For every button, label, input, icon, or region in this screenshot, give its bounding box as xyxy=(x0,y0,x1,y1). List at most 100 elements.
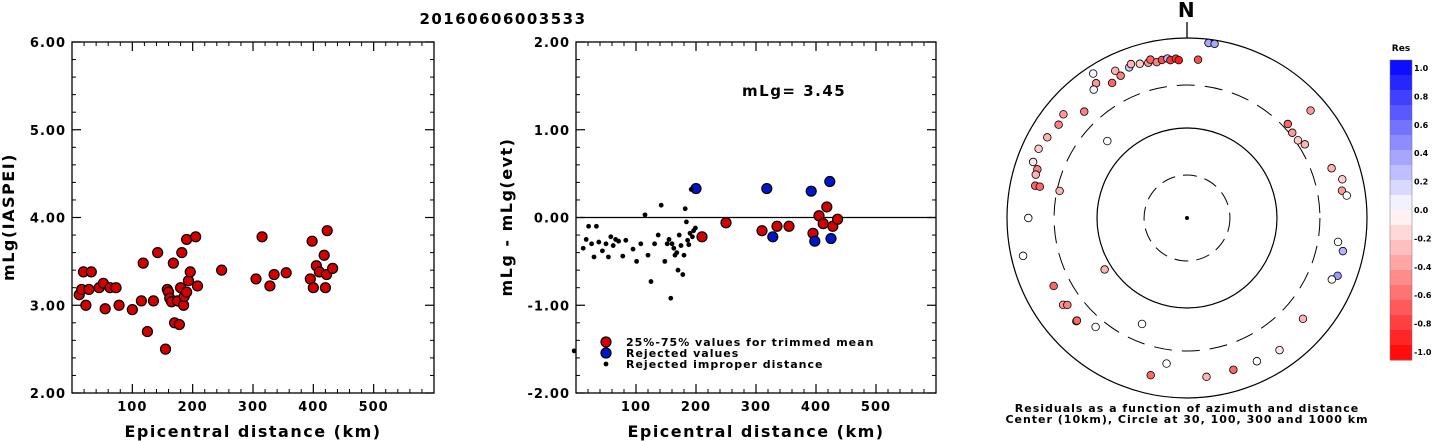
p1-ytick-label: 2.00 xyxy=(30,387,66,402)
p2-point xyxy=(685,237,690,243)
polar-caption-1: Residuals as a function of azimuth and d… xyxy=(1015,402,1359,415)
residual-point xyxy=(1049,281,1058,291)
residual-point xyxy=(1275,345,1284,355)
colorbar-segment xyxy=(1390,330,1412,346)
p2-ytick-label: -2.00 xyxy=(528,387,570,402)
p1-point xyxy=(113,299,125,311)
colorbar-segment xyxy=(1390,210,1412,226)
residual-point xyxy=(1210,39,1219,49)
colorbar-tick-label: -0.2 xyxy=(1414,234,1432,243)
residual-point xyxy=(1174,55,1183,65)
p2-point xyxy=(690,234,695,240)
center-dot xyxy=(1185,216,1189,220)
residual-point xyxy=(1293,136,1303,145)
residual-point xyxy=(1137,319,1147,329)
p2-point xyxy=(583,237,589,242)
p2-point xyxy=(671,245,677,251)
p1-point xyxy=(167,257,179,269)
p1-xtick-label: 100 xyxy=(117,400,147,415)
colorbar-segment xyxy=(1390,180,1412,196)
residual-point xyxy=(1055,186,1064,196)
p2-ylabel: mLg - mLg(evt) xyxy=(497,138,516,297)
colorbar-segment xyxy=(1390,150,1412,166)
residual-point xyxy=(1229,365,1238,374)
p2-ytick-label: 2.00 xyxy=(534,36,570,51)
colorbar-tick-label: -0.8 xyxy=(1414,320,1432,329)
p2-point xyxy=(666,237,672,242)
p1-point xyxy=(280,267,292,279)
p2-point xyxy=(580,245,586,251)
colorbar-tick-label: -0.4 xyxy=(1414,263,1432,272)
residual-point xyxy=(1306,106,1315,115)
p2-point xyxy=(756,225,768,237)
north-label: N xyxy=(1178,0,1196,22)
p1-point xyxy=(268,268,280,281)
p2-point xyxy=(610,243,616,248)
colorbar-segment xyxy=(1390,345,1412,361)
p1-point xyxy=(137,257,149,269)
p2-point xyxy=(686,242,692,248)
residual-point xyxy=(1100,265,1109,274)
circle-1000km xyxy=(1006,37,1368,399)
residual-point xyxy=(1342,191,1351,200)
p2-point xyxy=(678,243,684,248)
p2-point xyxy=(664,241,670,247)
residual-point xyxy=(1116,71,1125,80)
p1-point xyxy=(159,343,172,355)
colorbar-tick-label: -0.6 xyxy=(1414,291,1432,300)
p2-point xyxy=(596,239,602,245)
p1-point xyxy=(85,266,97,278)
p1-point xyxy=(191,280,204,292)
figure-title: 20160606003533 xyxy=(419,10,586,28)
residual-point xyxy=(1088,69,1098,78)
residual-point xyxy=(1063,300,1072,310)
p2-point xyxy=(642,212,648,218)
residual-panel: -2.00 -1.00 0.00 1.00 2.00 100 200 300 400 500 Epi… xyxy=(497,36,937,441)
p2-xtick-label: 100 xyxy=(621,400,651,415)
p1-point xyxy=(184,266,196,278)
colorbar-segment xyxy=(1390,105,1412,121)
p1-point xyxy=(110,282,122,294)
p2-point xyxy=(696,231,708,243)
p1-point xyxy=(141,325,154,338)
p2-point xyxy=(825,232,837,245)
p2-point xyxy=(669,241,675,247)
colorbar-segment xyxy=(1390,75,1412,91)
residual-point xyxy=(1333,237,1343,247)
p2-point xyxy=(687,230,693,236)
colorbar-segment xyxy=(1390,255,1412,271)
residual-point xyxy=(1126,59,1136,69)
colorbar-segment xyxy=(1390,135,1412,151)
p1-ylabel: mLg(IASPEI) xyxy=(0,153,18,281)
colorbar-segment xyxy=(1390,60,1412,76)
p2-annotation: mLg= 3.45 xyxy=(742,82,846,100)
p1-point xyxy=(152,247,164,259)
p2-point xyxy=(603,241,609,247)
p1-point xyxy=(306,235,318,247)
p1-point xyxy=(147,295,160,307)
p2-point xyxy=(634,258,639,264)
residual-point xyxy=(1034,144,1043,153)
residual-point xyxy=(1107,78,1117,88)
colorbar-segment xyxy=(1390,225,1412,241)
residual-point xyxy=(1054,120,1063,129)
p2-xtick-label: 400 xyxy=(801,400,831,415)
p2-point xyxy=(586,223,591,229)
p2-xlabel: Epicentral distance (km) xyxy=(627,422,884,441)
p1-point xyxy=(250,273,262,285)
colorbar-segment xyxy=(1390,270,1412,286)
residual-point xyxy=(1162,359,1171,368)
p2-point xyxy=(817,218,829,230)
p1-point xyxy=(99,303,111,315)
p1-xlabel: Epicentral distance (km) xyxy=(124,422,381,441)
colorbar-segment xyxy=(1390,300,1412,316)
magnitude-panel: 2.00 3.00 4.00 5.00 6.00 100 200 300 400 500 Epice… xyxy=(0,36,435,441)
p1-ytick-label: 5.00 xyxy=(30,124,66,139)
colorbar-tick-label: 0.6 xyxy=(1414,121,1429,130)
p2-point xyxy=(616,238,621,244)
p2-point xyxy=(638,241,644,247)
p2-xtick-label: 500 xyxy=(861,400,891,415)
p2-ytick-label: 1.00 xyxy=(534,124,570,139)
residual-point xyxy=(1298,314,1308,324)
p2-point xyxy=(623,237,629,243)
